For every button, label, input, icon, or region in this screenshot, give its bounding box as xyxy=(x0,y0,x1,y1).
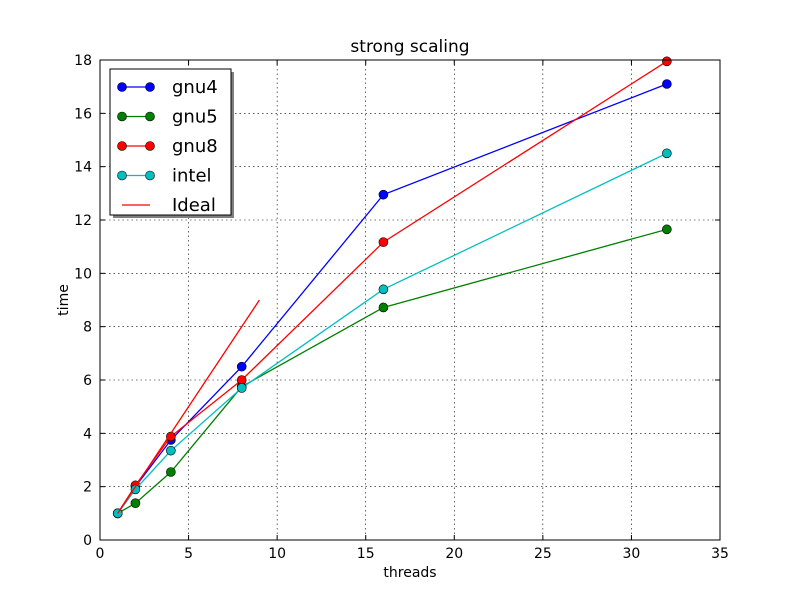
data-point xyxy=(166,467,176,477)
data-point xyxy=(130,498,141,509)
legend-label: gnu5 xyxy=(172,107,218,128)
x-tick-label: 20 xyxy=(445,546,463,562)
data-point xyxy=(378,189,389,200)
data-point xyxy=(378,284,389,295)
legend-marker xyxy=(145,111,155,122)
data-point xyxy=(662,148,672,159)
series-intel xyxy=(112,148,672,519)
plot-frame xyxy=(99,59,721,541)
y-tick-label: 4 xyxy=(83,426,92,442)
data-point xyxy=(236,383,247,393)
series-ideal xyxy=(117,299,260,514)
data-point xyxy=(378,237,389,247)
data-point xyxy=(662,224,672,235)
legend-box xyxy=(109,68,232,216)
x-tick-label: 25 xyxy=(534,546,552,562)
data-point xyxy=(236,361,247,372)
y-tick-label: 8 xyxy=(83,320,92,336)
legend-item-intel: intel xyxy=(117,166,212,187)
legend-item-ideal: Ideal xyxy=(122,195,216,216)
ticks: 0 5 10 15 20 25 30 35 0 2 4 6 8 10 12 14 16 18 xyxy=(74,53,729,562)
data-point xyxy=(378,302,389,313)
legend-item-gnu4: gnu4 xyxy=(117,77,218,98)
legend-marker xyxy=(145,141,155,151)
series-line xyxy=(117,152,668,514)
legend-marker xyxy=(117,141,127,151)
data-point xyxy=(662,79,672,89)
legend-marker xyxy=(117,111,127,122)
y-tick-label: 18 xyxy=(74,53,92,69)
legend-item-gnu5: gnu5 xyxy=(117,107,218,128)
x-tick-label: 35 xyxy=(711,546,729,562)
x-tick-label: 0 xyxy=(96,546,105,562)
data-point xyxy=(130,484,141,495)
x-axis-label: threads xyxy=(383,565,436,581)
legend-label: intel xyxy=(172,166,212,187)
legend-label: gnu4 xyxy=(172,77,218,98)
y-tick-label: 0 xyxy=(83,533,92,549)
legend: gnu4 gnu5 gnu8 intel Ideal xyxy=(109,68,234,218)
x-tick-label: 10 xyxy=(268,546,286,562)
legend-item-gnu8: gnu8 xyxy=(117,136,218,157)
y-tick-label: 6 xyxy=(83,373,92,389)
y-tick-label: 2 xyxy=(83,480,92,496)
x-tick-label: 15 xyxy=(357,546,375,562)
chart-title: strong scaling xyxy=(350,37,469,57)
series-layer xyxy=(112,56,672,519)
y-tick-label: 16 xyxy=(74,106,92,122)
x-tick-label: 30 xyxy=(623,546,641,562)
legend-marker xyxy=(117,82,127,92)
data-point xyxy=(662,56,672,67)
legend-label: Ideal xyxy=(172,195,216,216)
data-point xyxy=(236,375,247,385)
data-point xyxy=(166,431,176,442)
data-point xyxy=(166,445,176,456)
x-tick-label: 5 xyxy=(184,546,193,562)
y-tick-label: 12 xyxy=(74,213,92,229)
y-tick-label: 10 xyxy=(74,266,92,282)
legend-marker xyxy=(117,170,127,181)
grid xyxy=(100,60,720,540)
series-line xyxy=(117,299,260,514)
legend-marker xyxy=(145,82,155,92)
y-tick-label: 14 xyxy=(74,160,92,176)
legend-label: gnu8 xyxy=(172,136,218,157)
legend-marker xyxy=(145,170,155,181)
y-axis-label: time xyxy=(56,284,72,316)
